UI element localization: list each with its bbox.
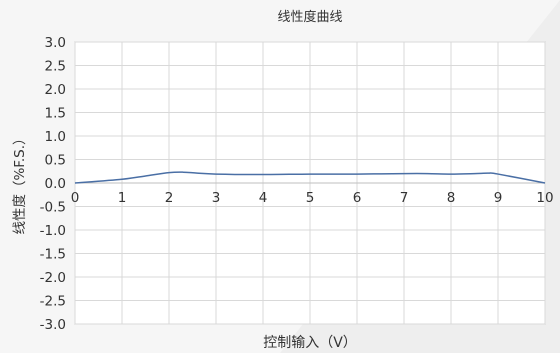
y-tick-label: 3.0	[45, 35, 66, 51]
y-tick-label: -3.0	[40, 317, 66, 333]
x-tick-label: 9	[494, 190, 503, 206]
x-tick-label: 5	[306, 190, 315, 206]
y-tick-label: 2.5	[45, 59, 66, 75]
y-tick-label: -0.5	[40, 200, 66, 216]
y-tick-label: -2.5	[40, 294, 66, 310]
y-tick-label: 2.0	[45, 82, 66, 98]
y-tick-label: -1.5	[40, 247, 66, 263]
y-tick-label: 1.0	[45, 129, 66, 145]
x-tick-label: 8	[447, 190, 456, 206]
x-tick-label: 0	[71, 190, 80, 206]
x-tick-label: 10	[536, 190, 553, 206]
y-axis-label: 线性度（%F.S.）	[12, 131, 28, 234]
x-tick-label: 3	[212, 190, 221, 206]
series-line	[74, 171, 546, 184]
x-tick-label: 1	[118, 190, 127, 206]
chart-title: 线性度曲线	[277, 9, 342, 25]
y-tick-label: 1.5	[45, 106, 66, 122]
y-tick-label: -2.0	[40, 270, 66, 286]
y-tick-label: -1.0	[40, 223, 66, 239]
y-tick-label: 0.0	[45, 176, 66, 192]
y-tick-label: 0.5	[45, 153, 66, 169]
x-tick-label: 2	[165, 190, 174, 206]
x-tick-label: 6	[353, 190, 362, 206]
x-axis-label: 控制输入（V）	[263, 335, 357, 351]
x-tick-label: 7	[400, 190, 409, 206]
x-tick-label: 4	[259, 190, 268, 206]
